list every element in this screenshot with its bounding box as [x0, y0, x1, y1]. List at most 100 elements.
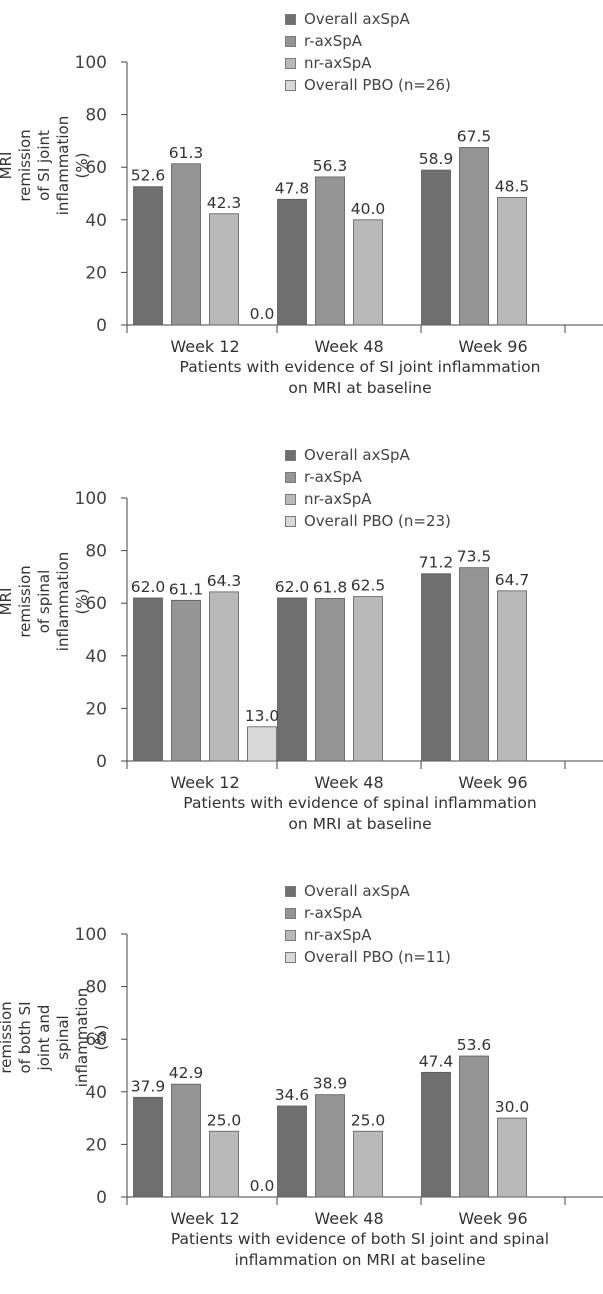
- legend-item: r-axSpA: [285, 902, 451, 924]
- x-tick-label: Week 48: [314, 337, 383, 356]
- y-tick-label: 20: [85, 1135, 107, 1155]
- legend-label: Overall PBO (n=23): [304, 512, 451, 530]
- y-axis-label-text: Patients achieving MRI remission of SI j…: [0, 115, 92, 215]
- legend-label: Overall PBO (n=26): [304, 76, 451, 94]
- legend-item: nr-axSpA: [285, 52, 451, 74]
- chart-legend: Overall axSpA r-axSpA nr-axSpA Overall PBO …: [285, 8, 451, 96]
- legend-label: Overall axSpA: [304, 882, 410, 900]
- data-label: 25.0: [207, 1111, 242, 1129]
- legend-item: Overall axSpA: [285, 444, 451, 466]
- y-tick-label: 80: [85, 542, 107, 562]
- y-axis-label-text: Patients achieving MRI remission of spin…: [0, 551, 92, 651]
- y-tick-label: 60: [85, 1030, 107, 1050]
- chart-plot: 0 20 40 60 80 100 Week 12 Week 48 Week 96 62.0 62.…: [75, 489, 603, 792]
- data-label: 52.6: [131, 167, 166, 185]
- y-tick-label: 0: [96, 752, 107, 772]
- legend-item: Overall axSpA: [285, 880, 451, 902]
- y-tick-label: 0: [96, 316, 107, 336]
- bar: [277, 1105, 307, 1198]
- x-axis-label: Patients with evidence of spinal inflamm…: [183, 794, 537, 833]
- data-label: 61.1: [169, 580, 204, 598]
- y-axis-label: Patients achieving MRI remission of SI j…: [0, 0, 92, 330]
- bar: [353, 219, 383, 326]
- legend-item: Overall PBO (n=23): [285, 510, 451, 532]
- legend-swatch: [285, 929, 296, 941]
- x-tick-label: Week 12: [170, 337, 239, 356]
- data-label: 73.5: [457, 548, 492, 566]
- x-tick-label: Week 48: [314, 773, 383, 792]
- legend-swatch: [285, 35, 296, 47]
- data-label: 62.5: [351, 577, 386, 595]
- legend-swatch: [285, 13, 296, 25]
- legend-swatch: [285, 493, 296, 505]
- bar: [209, 591, 239, 762]
- bar: [497, 1117, 527, 1198]
- bar: [497, 197, 527, 326]
- legend-item: nr-axSpA: [285, 924, 451, 946]
- y-tick-label: 40: [85, 647, 107, 667]
- y-tick-label: 40: [85, 1083, 107, 1103]
- y-axis-label: Patients achieving MRI remission of spin…: [0, 436, 92, 766]
- legend-swatch: [285, 885, 296, 897]
- legend-label: nr-axSpA: [304, 490, 372, 508]
- data-label: 40.0: [351, 200, 386, 218]
- legend-label: r-axSpA: [304, 904, 362, 922]
- data-label: 25.0: [351, 1111, 386, 1129]
- legend-label: Overall axSpA: [304, 10, 410, 28]
- chart-panel-both: 0 20 40 60 80 100 Week 12 Week 48 Week 96 37.9 34.…: [0, 872, 603, 1272]
- legend-label: Overall axSpA: [304, 446, 410, 464]
- legend-item: nr-axSpA: [285, 488, 451, 510]
- y-tick-label: 60: [85, 158, 107, 178]
- data-label: 37.9: [131, 1077, 166, 1095]
- legend-label: r-axSpA: [304, 468, 362, 486]
- bar: [315, 176, 345, 326]
- x-tick-label: Week 96: [458, 1209, 527, 1228]
- y-tick-label: 100: [75, 489, 107, 509]
- bar: [459, 1055, 489, 1198]
- legend-swatch: [285, 449, 296, 461]
- bar: [353, 1130, 383, 1198]
- data-label: 47.4: [419, 1052, 454, 1070]
- data-label: 48.5: [495, 177, 530, 195]
- data-label: 0.0: [250, 1177, 275, 1195]
- legend-item: Overall PBO (n=26): [285, 74, 451, 96]
- y-tick-label: 40: [85, 211, 107, 231]
- data-label: 62.0: [275, 578, 310, 596]
- data-label: 62.0: [131, 578, 166, 596]
- chart-legend: Overall axSpA r-axSpA nr-axSpA Overall PBO …: [285, 444, 451, 532]
- legend-label: Overall PBO (n=11): [304, 948, 451, 966]
- y-tick-label: 60: [85, 594, 107, 614]
- data-label: 42.9: [169, 1064, 204, 1082]
- legend-swatch: [285, 79, 296, 91]
- data-label: 64.7: [495, 571, 530, 589]
- bar: [421, 1071, 451, 1198]
- y-tick-label: 80: [85, 106, 107, 126]
- legend-swatch: [285, 515, 296, 527]
- data-label: 71.2: [419, 554, 454, 572]
- bar: [209, 213, 239, 326]
- legend-label: nr-axSpA: [304, 54, 372, 72]
- bar: [133, 186, 163, 326]
- y-tick-label: 20: [85, 699, 107, 719]
- bar: [171, 599, 201, 762]
- y-tick-label: 0: [96, 1188, 107, 1208]
- y-tick-label: 100: [75, 925, 107, 945]
- legend-swatch: [285, 951, 296, 963]
- data-label: 61.8: [313, 578, 348, 596]
- bar: [171, 1083, 201, 1198]
- legend-item: Overall axSpA: [285, 8, 451, 30]
- x-tick-label: Week 12: [170, 773, 239, 792]
- data-label: 30.0: [495, 1098, 530, 1116]
- bar: [315, 598, 345, 762]
- chart-panel-si-joint: 0 20 40 60 80 100 Week 12 Week 48 Week 96 52.6 47.…: [0, 0, 603, 400]
- bar: [171, 163, 201, 326]
- bar: [421, 169, 451, 326]
- legend-item: Overall PBO (n=11): [285, 946, 451, 968]
- bar: [277, 198, 307, 326]
- legend-item: r-axSpA: [285, 466, 451, 488]
- x-tick-label: Week 12: [170, 1209, 239, 1228]
- bar: [247, 726, 277, 762]
- data-label: 38.9: [313, 1075, 348, 1093]
- data-label: 42.3: [207, 194, 242, 212]
- x-axis-label: Patients with evidence of SI joint infla…: [179, 358, 541, 397]
